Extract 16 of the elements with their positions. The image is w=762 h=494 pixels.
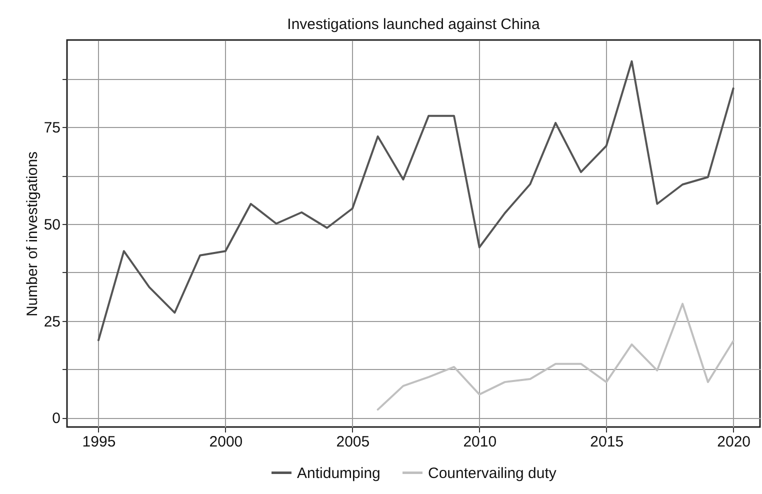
line-series <box>97 60 734 342</box>
y-tick-label: 50 <box>44 216 60 234</box>
line-series <box>376 302 734 411</box>
x-tick-label: 2005 <box>336 434 370 450</box>
y-tick-label: 25 <box>44 313 60 330</box>
chart-title: Investigations launched against China <box>287 16 540 33</box>
x-tick-label: 2000 <box>209 434 243 450</box>
legend-label: Countervailing duty <box>428 464 557 482</box>
y-tick-label: 75 <box>44 120 60 137</box>
x-tick-label: 2015 <box>590 434 624 450</box>
y-axis-title: Number of investigations <box>24 151 41 317</box>
legend-label: Antidumping <box>297 464 380 482</box>
x-tick-label: 1995 <box>82 434 116 450</box>
y-tick-label: 0 <box>52 410 60 428</box>
x-tick-label: 2020 <box>717 434 751 450</box>
x-tick-label: 2010 <box>463 434 497 450</box>
